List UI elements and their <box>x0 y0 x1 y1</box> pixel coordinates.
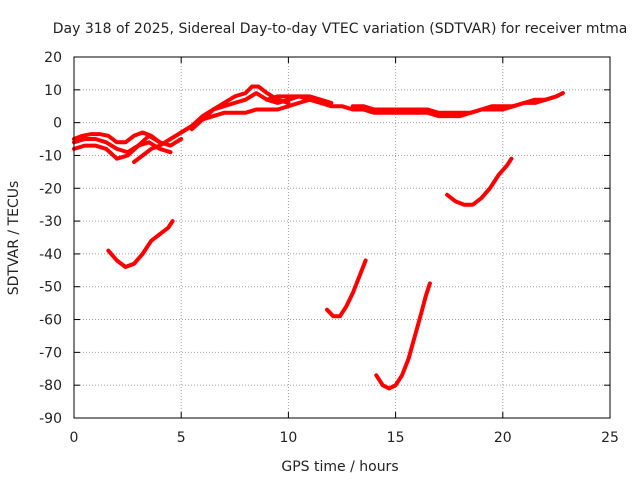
y-tick-label: -20 <box>39 181 62 197</box>
y-tick-label: 10 <box>44 83 62 99</box>
series-line-track-8 <box>350 91 565 115</box>
x-axis-label: GPS time / hours <box>281 459 398 475</box>
y-tick-label: -90 <box>39 411 62 427</box>
y-tick-label: -80 <box>39 378 62 394</box>
series-line-track-12 <box>445 156 514 207</box>
series-line-track-4 <box>132 97 312 164</box>
x-tick-label: 0 <box>70 430 79 446</box>
y-tick-label: -40 <box>39 247 62 263</box>
y-tick-label: -30 <box>39 214 62 230</box>
x-tick-label: 10 <box>279 430 297 446</box>
y-axis-label: SDTVAR / TECUs <box>6 181 22 296</box>
y-tick-label: -70 <box>39 345 62 361</box>
series-layer <box>72 84 565 391</box>
x-tick-label: 15 <box>387 430 405 446</box>
y-tick-label: -50 <box>39 280 62 296</box>
plot-frame <box>73 56 611 419</box>
x-tick-label: 20 <box>494 430 512 446</box>
grid <box>74 57 610 418</box>
series-line-track-10 <box>325 258 368 319</box>
y-tick-label: -60 <box>39 313 62 329</box>
ticks: 0 5 10 15 20 25 20 10 0 -10 -20 -30 -40 -50 -60 -70 -80 -… <box>39 50 619 446</box>
series-line-track-11 <box>374 281 432 391</box>
x-tick-label: 5 <box>177 430 186 446</box>
y-tick-label: 0 <box>53 116 62 132</box>
series-line-track-2 <box>72 133 162 161</box>
y-tick-label: -10 <box>39 148 62 164</box>
series-line-track-3 <box>72 130 184 148</box>
series-line-track-9 <box>106 219 175 269</box>
y-tick-label: 20 <box>44 50 62 66</box>
series-line-track-6 <box>189 84 291 132</box>
x-tick-label: 25 <box>601 430 619 446</box>
chart-title: Day 318 of 2025, Sidereal Day-to-day VTE… <box>53 21 628 37</box>
